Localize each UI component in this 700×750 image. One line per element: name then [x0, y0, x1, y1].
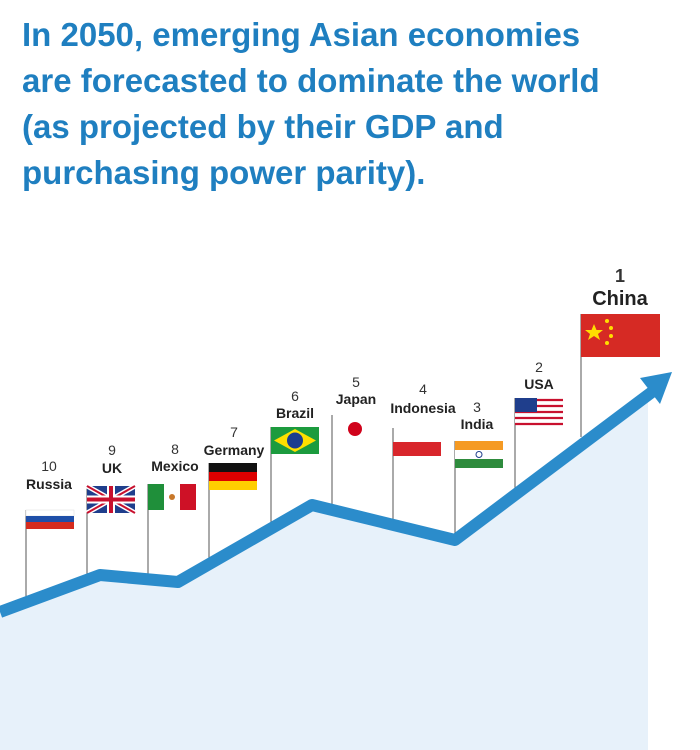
country-name: Mexico: [151, 458, 198, 474]
title-line: are forecasted to dominate the world: [22, 62, 600, 99]
country-name: USA: [524, 376, 554, 392]
rank: 1: [615, 266, 625, 286]
rank: 3: [473, 399, 481, 415]
rank: 4: [419, 381, 427, 397]
flag-japan: [348, 422, 362, 436]
rank: 2: [535, 359, 543, 375]
rank: 8: [171, 441, 179, 457]
flag-indonesia: [393, 442, 441, 456]
country-name: India: [461, 416, 494, 432]
flag-usa: [515, 398, 563, 426]
title-line: (as projected by their GDP and: [22, 108, 504, 145]
title-line: purchasing power parity).: [22, 154, 425, 191]
country-name: Russia: [26, 476, 72, 492]
growth-line: [0, 387, 656, 618]
flag-india: [455, 441, 503, 468]
growth-area: [0, 398, 648, 750]
flag-germany: [209, 463, 257, 490]
arrow-head: [640, 372, 672, 404]
labels: 10 Russia 9 UK 8 Mexico 7 Germany 6 Braz…: [26, 266, 649, 492]
country-name: Indonesia: [390, 400, 456, 416]
rank: 6: [291, 388, 299, 404]
country-name: Japan: [336, 391, 376, 407]
country-name: Brazil: [276, 405, 314, 421]
flag-brazil: [271, 427, 319, 454]
flag-uk: [85, 483, 137, 516]
flag-russia: [25, 509, 75, 529]
country-name: Germany: [204, 442, 265, 458]
country-name: China: [592, 288, 648, 310]
rank: 5: [352, 374, 360, 390]
country-name: UK: [102, 460, 122, 476]
flag-mexico: [148, 484, 196, 510]
title-line: In 2050, emerging Asian economies: [22, 16, 580, 53]
rank: 7: [230, 424, 238, 440]
rank: 9: [108, 442, 116, 458]
rank: 10: [41, 458, 57, 474]
title: In 2050, emerging Asian economies are fo…: [22, 16, 600, 191]
flag-china: [581, 314, 660, 357]
